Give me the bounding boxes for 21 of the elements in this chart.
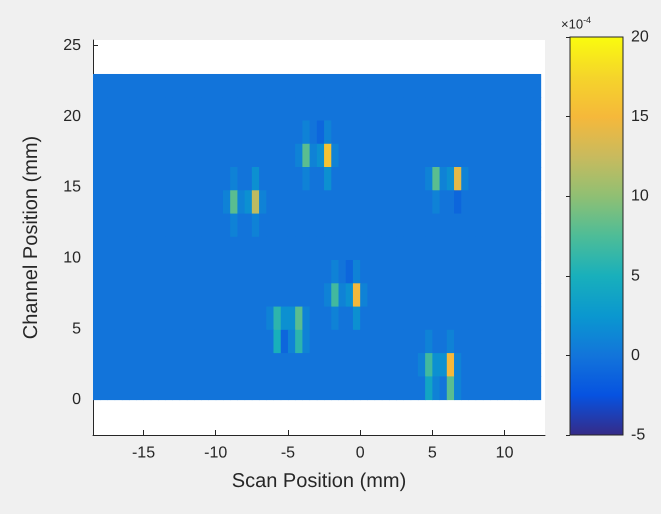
y-tick-label: 5 [72, 320, 82, 338]
x-tick-label: 5 [428, 444, 437, 462]
x-tick-label: 10 [496, 444, 514, 462]
color-bar-label: 5 [631, 267, 640, 284]
x-tick-label: -15 [132, 444, 156, 462]
color-bar-label: 0 [631, 346, 640, 364]
x-tick-label: 0 [356, 444, 365, 462]
y-tick-label: 25 [63, 37, 82, 54]
color-bar-title: ×10$^{-4}$ [561, 14, 592, 32]
x-tick-label: -5 [280, 444, 296, 462]
color-bar-label: 10 [631, 188, 649, 205]
y-tick-label: 10 [63, 250, 82, 267]
color-bar-label: 15 [631, 108, 649, 126]
color-bar-label: 20 [631, 28, 649, 46]
y-tick-label: 20 [63, 108, 82, 125]
y-tick-label: 0 [72, 391, 82, 408]
y-axis-title: Channel Position (mm) [20, 136, 42, 340]
x-tick-label: -10 [204, 444, 228, 462]
x-axis-title: Scan Position (mm) [232, 470, 406, 492]
y-tick-label: 15 [63, 178, 82, 196]
color-bar-label: -5 [631, 426, 646, 444]
